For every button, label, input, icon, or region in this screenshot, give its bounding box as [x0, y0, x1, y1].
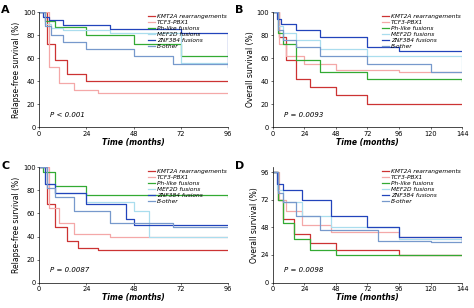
Text: A: A [1, 5, 9, 15]
Legend: KMT2A rearrangements, TCF3-PBX1, Ph-like fusions, MEF2D fusions, ZNF384 fusions,: KMT2A rearrangements, TCF3-PBX1, Ph-like… [147, 13, 227, 49]
X-axis label: Time (months): Time (months) [102, 294, 165, 302]
Text: P = 0.0098: P = 0.0098 [284, 267, 324, 274]
Y-axis label: Overall survival (%): Overall survival (%) [246, 32, 255, 107]
X-axis label: Time (months): Time (months) [336, 294, 399, 302]
Text: P < 0.001: P < 0.001 [50, 112, 85, 118]
Text: C: C [1, 160, 9, 171]
Legend: KMT2A rearrangements, TCF3-PBX1, Ph-like fusions, MEF2D fusions, ZNF384 fusions,: KMT2A rearrangements, TCF3-PBX1, Ph-like… [381, 13, 461, 49]
Text: P = 0.0087: P = 0.0087 [50, 267, 90, 274]
X-axis label: Time (months): Time (months) [102, 138, 165, 147]
Text: P = 0.0093: P = 0.0093 [284, 112, 324, 118]
Y-axis label: Overall survival (%): Overall survival (%) [250, 187, 259, 263]
Text: B: B [235, 5, 243, 15]
Legend: KMT2A rearrangements, TCF3-PBX1, Ph-like fusions, MEF2D fusions, ZNF384 fusions,: KMT2A rearrangements, TCF3-PBX1, Ph-like… [147, 168, 227, 205]
Y-axis label: Relapse-free survival (%): Relapse-free survival (%) [12, 22, 21, 118]
Text: D: D [235, 160, 244, 171]
Y-axis label: Relapse-free survival (%): Relapse-free survival (%) [12, 177, 21, 273]
Legend: KMT2A rearrangements, TCF3-PBX1, Ph-like fusions, MEF2D fusions, ZNF384 fusions,: KMT2A rearrangements, TCF3-PBX1, Ph-like… [381, 168, 461, 205]
X-axis label: Time (months): Time (months) [336, 138, 399, 147]
